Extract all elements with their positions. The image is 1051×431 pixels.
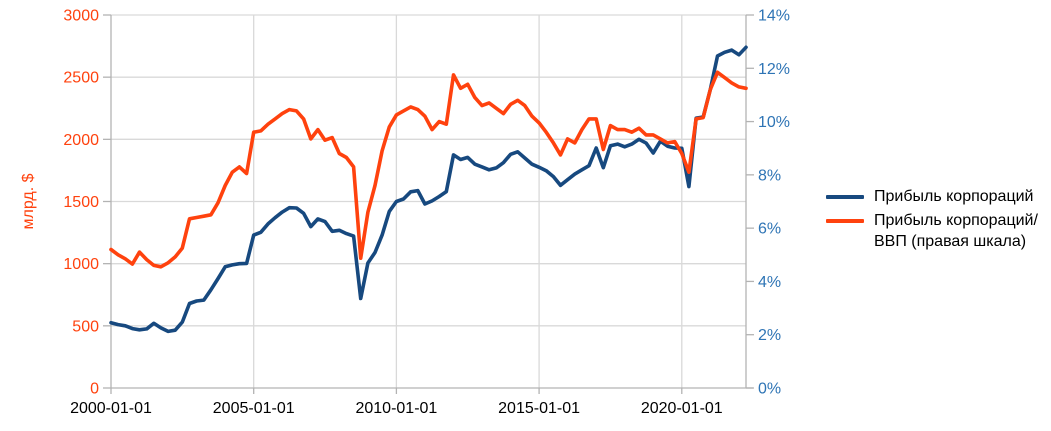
- legend-label-profits-to-gdp: Прибыль корпораций/ВВП (правая шкала): [874, 212, 1038, 250]
- legend-label-profits: Прибыль корпораций: [874, 188, 1034, 205]
- series-line-profits-to-gdp: [109, 70, 748, 269]
- x-tick-label: 2000-01-01: [70, 400, 152, 417]
- legend-item-profits: Прибыль корпораций: [826, 186, 1051, 207]
- x-tick-label: 2005-01-01: [213, 400, 295, 417]
- legend-swatch-profits-to-gdp-line: [826, 219, 864, 223]
- y-right-tick-label: 14%: [758, 8, 790, 25]
- y-right-tick-label: 2%: [758, 327, 781, 344]
- x-tick-label: 2020-01-01: [641, 400, 723, 417]
- legend-swatch-profits-line: [826, 195, 864, 199]
- y-left-tick-label: 500: [72, 318, 99, 335]
- y-left-tick-label: 1500: [63, 194, 99, 211]
- y-left-tick-label: 2500: [63, 70, 99, 87]
- y-right-tick-label: 4%: [758, 274, 781, 291]
- y-left-tick-label: 3000: [63, 8, 99, 25]
- y-right-tick-label: 12%: [758, 61, 790, 78]
- legend-item-profits-to-gdp: Прибыль корпораций/ВВП (правая шкала): [826, 210, 1051, 252]
- y-right-tick-label: 10%: [758, 114, 790, 131]
- y-left-axis-title: млрд. $: [20, 173, 37, 229]
- y-right-tick-label: 0%: [758, 381, 781, 398]
- chart-legend: Прибыль корпораций Прибыль корпораций/ВВ…: [826, 186, 1051, 252]
- x-tick-label: 2015-01-01: [498, 400, 580, 417]
- y-left-tick-label: 0: [90, 381, 99, 398]
- y-right-tick-label: 8%: [758, 167, 781, 184]
- y-right-tick-label: 6%: [758, 221, 781, 238]
- series-line-corporate-profits: [109, 45, 748, 334]
- y-left-tick-label: 2000: [63, 132, 99, 149]
- x-tick-label: 2010-01-01: [355, 400, 437, 417]
- y-left-tick-label: 1000: [63, 256, 99, 273]
